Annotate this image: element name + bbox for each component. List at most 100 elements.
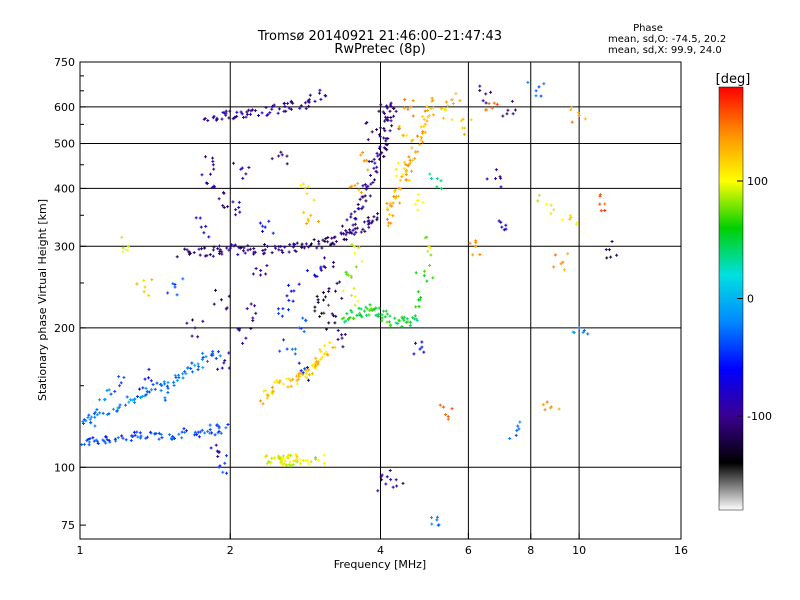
trace-point bbox=[285, 455, 289, 459]
trace-point bbox=[314, 356, 318, 360]
scatter-point bbox=[389, 101, 393, 105]
trace-point bbox=[324, 237, 328, 241]
scatter-point bbox=[401, 481, 405, 485]
trace-point bbox=[186, 366, 190, 370]
scatter-point bbox=[444, 108, 448, 112]
scatter-point bbox=[417, 304, 421, 308]
trace-point bbox=[202, 117, 206, 121]
scatter-point bbox=[306, 185, 310, 189]
trace-point bbox=[396, 194, 400, 198]
trace-point bbox=[261, 249, 265, 253]
scatter-point bbox=[95, 408, 99, 412]
trace-point bbox=[371, 219, 375, 223]
trace-point bbox=[375, 151, 379, 155]
scatter-point bbox=[430, 522, 434, 526]
scatter-point bbox=[510, 99, 514, 103]
trace-point bbox=[368, 221, 372, 225]
scatter-point bbox=[431, 276, 435, 280]
scatter-point bbox=[143, 377, 147, 381]
trace-point bbox=[265, 462, 269, 466]
trace-point bbox=[385, 217, 389, 221]
scatter-point bbox=[454, 92, 458, 96]
trace-point bbox=[286, 101, 290, 105]
trace-point bbox=[218, 354, 222, 358]
trace-point bbox=[121, 436, 125, 440]
trace-point bbox=[80, 443, 84, 447]
scatter-point bbox=[223, 359, 227, 363]
trace-point bbox=[84, 419, 88, 423]
trace-point bbox=[282, 109, 286, 113]
trace-point bbox=[133, 397, 137, 401]
scatter-point bbox=[570, 120, 574, 124]
scatter-point bbox=[553, 253, 557, 257]
trace-point bbox=[288, 460, 292, 464]
trace-point bbox=[127, 400, 131, 404]
trace-point bbox=[291, 377, 295, 381]
scatter-point bbox=[425, 235, 429, 239]
y-tick-label: 750 bbox=[54, 56, 75, 69]
scatter-point bbox=[478, 89, 482, 93]
trace-point bbox=[270, 107, 274, 111]
scatter-point bbox=[316, 300, 320, 304]
scatter-point bbox=[353, 303, 357, 307]
trace-point bbox=[303, 101, 307, 105]
scatter-point bbox=[487, 102, 491, 106]
scatter-point bbox=[332, 260, 336, 264]
scatter-point bbox=[458, 99, 462, 103]
scatter-point bbox=[227, 294, 231, 298]
trace-point bbox=[253, 109, 257, 113]
trace-point bbox=[227, 116, 231, 120]
scatter-point bbox=[307, 378, 311, 382]
trace-point bbox=[389, 115, 393, 119]
trace-point bbox=[102, 439, 106, 443]
scatter-point bbox=[506, 108, 510, 112]
trace-point bbox=[165, 384, 169, 388]
scatter-point bbox=[356, 246, 360, 250]
scatter-point bbox=[341, 289, 345, 293]
trace-point bbox=[429, 107, 433, 111]
scatter-point bbox=[416, 193, 420, 197]
trace-point bbox=[114, 439, 118, 443]
scatter-point bbox=[420, 345, 424, 349]
trace-point bbox=[82, 442, 86, 446]
trace-point bbox=[382, 136, 386, 140]
scatter-point bbox=[327, 287, 331, 291]
trace-point bbox=[192, 251, 196, 255]
scatter-point bbox=[420, 340, 424, 344]
trace-point bbox=[159, 433, 163, 437]
trace-point bbox=[208, 428, 212, 432]
x-tick-label: 16 bbox=[674, 544, 688, 557]
scatter-point bbox=[541, 403, 545, 407]
trace-point bbox=[382, 154, 386, 158]
scatter-point bbox=[285, 154, 289, 158]
trace-point bbox=[274, 246, 278, 250]
trace-point bbox=[359, 230, 363, 234]
scatter-point bbox=[301, 371, 305, 375]
scatter-point bbox=[313, 305, 317, 309]
trace-point bbox=[263, 251, 267, 255]
scatter-point bbox=[150, 278, 154, 282]
scatter-point bbox=[265, 264, 269, 268]
trace-point bbox=[175, 255, 179, 259]
trace-point bbox=[216, 247, 220, 251]
trace-point bbox=[388, 324, 392, 328]
trace-point bbox=[205, 254, 209, 258]
scatter-point bbox=[603, 208, 607, 212]
scatter-point bbox=[356, 299, 360, 303]
scatter-point bbox=[212, 302, 216, 306]
trace-point bbox=[399, 187, 403, 191]
scatter-point bbox=[306, 217, 310, 221]
trace-point bbox=[411, 316, 415, 320]
scatter-point bbox=[304, 318, 308, 322]
scatter-point bbox=[181, 277, 185, 281]
trace-point bbox=[411, 158, 415, 162]
stats-line-x: mean, sd,X: 99.9, 24.0 bbox=[608, 45, 722, 56]
trace-point bbox=[277, 248, 281, 252]
scatter-point bbox=[254, 311, 258, 315]
trace-point bbox=[407, 179, 411, 183]
trace-point bbox=[206, 429, 210, 433]
scatter-point bbox=[427, 244, 431, 248]
trace-point bbox=[385, 320, 389, 324]
trace-point bbox=[139, 436, 143, 440]
scatter-point bbox=[216, 367, 220, 371]
